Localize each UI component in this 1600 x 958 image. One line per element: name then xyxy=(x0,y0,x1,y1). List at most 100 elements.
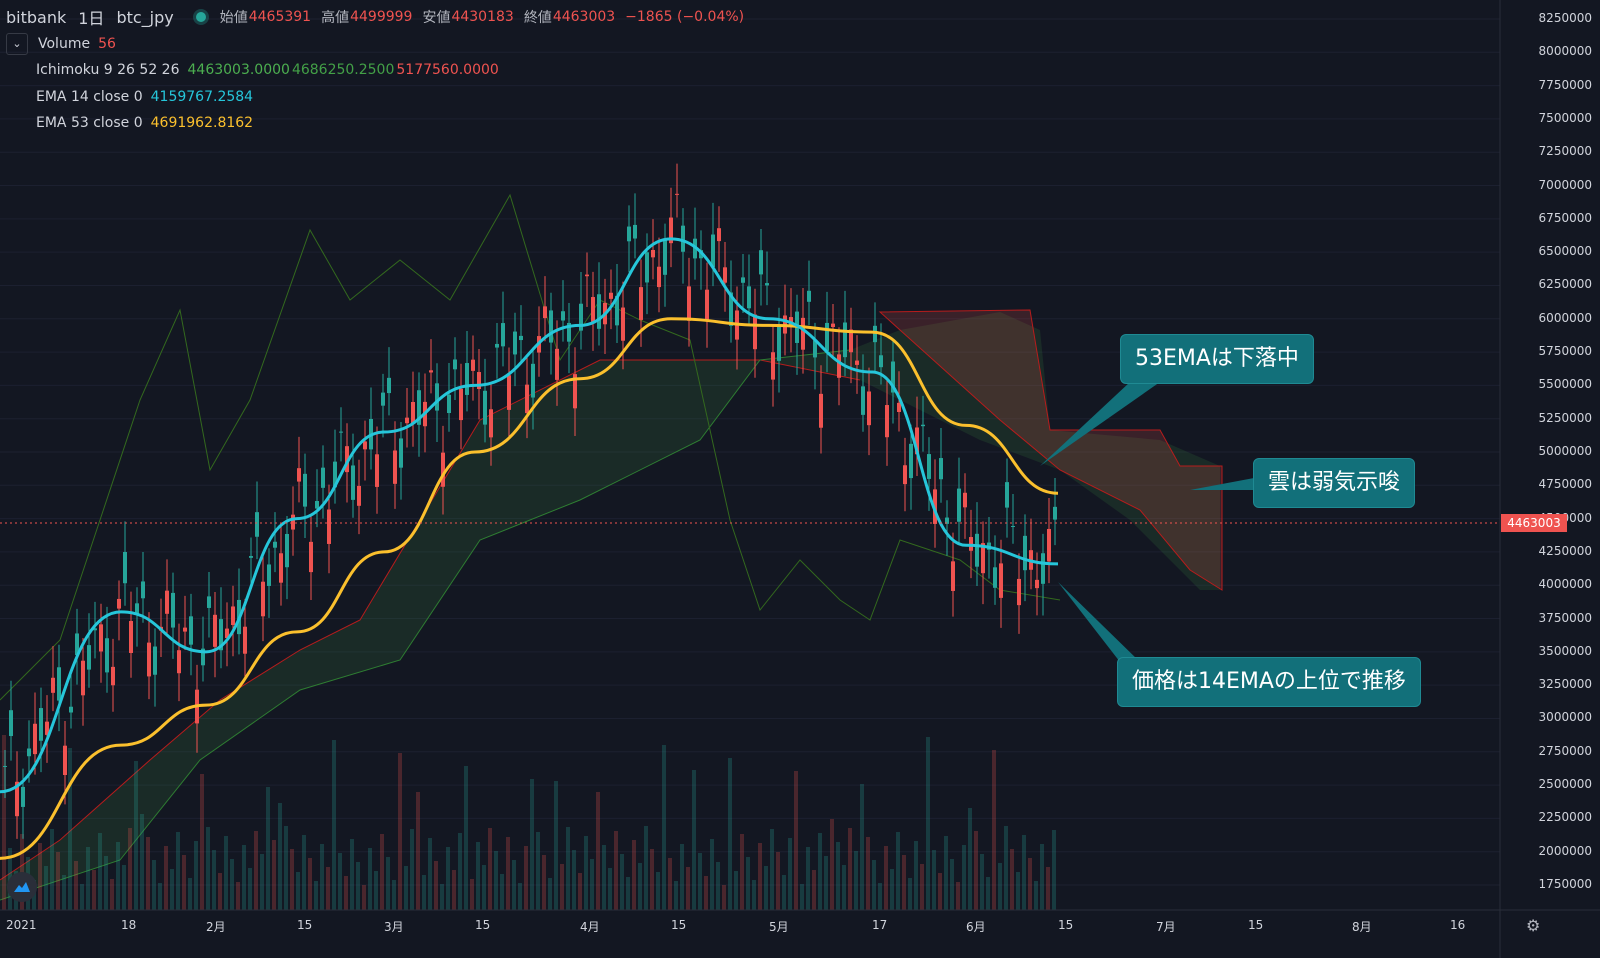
volume-bar xyxy=(890,869,894,910)
candle-body xyxy=(153,646,157,675)
ema53-line xyxy=(0,317,1059,860)
candle-body xyxy=(765,283,769,286)
candle-body xyxy=(447,394,451,414)
symbol-name[interactable]: btc_jpy xyxy=(116,7,174,27)
candle-body xyxy=(711,234,715,268)
candle-body xyxy=(273,541,277,548)
price-axis-label: 5250000 xyxy=(1538,410,1592,425)
volume-bar xyxy=(194,841,198,910)
candle-body xyxy=(645,252,649,283)
volume-bar xyxy=(230,859,234,910)
pointer-cloud xyxy=(1190,478,1254,490)
volume-bar xyxy=(872,860,876,910)
time-axis-label: 7月 xyxy=(1156,920,1176,934)
time-axis-label: 4月 xyxy=(580,920,600,934)
volume-bar xyxy=(686,867,690,910)
volume-bar xyxy=(698,853,702,910)
candle-body xyxy=(213,614,217,647)
volume-bar xyxy=(524,846,528,910)
volume-bar xyxy=(668,858,672,910)
volume-bar xyxy=(788,838,792,910)
volume-bar xyxy=(188,878,192,910)
current-price-badge: 4463003 xyxy=(1501,514,1567,532)
price-axis-label: 2250000 xyxy=(1538,810,1592,825)
volume-bar xyxy=(620,854,624,910)
candle-body xyxy=(303,473,307,507)
volume-bar xyxy=(860,784,864,910)
volume-bar xyxy=(260,854,264,910)
indicator-name: Volume xyxy=(38,35,91,52)
volume-bar xyxy=(404,866,408,910)
senkou-b-line xyxy=(0,359,861,881)
price-axis-label: 5000000 xyxy=(1538,444,1592,458)
candle-body xyxy=(165,590,169,614)
tradingview-logo-icon[interactable] xyxy=(7,872,37,902)
volume-bar xyxy=(602,845,606,910)
volume-bar xyxy=(1004,826,1008,910)
price-axis-label: 8250000 xyxy=(1538,11,1592,25)
volume-bar xyxy=(596,792,600,910)
volume-bar xyxy=(488,828,492,910)
interval-label[interactable]: 1日 xyxy=(78,9,105,29)
volume-bar xyxy=(920,864,924,910)
indicator-name: Ichimoku 9 26 52 26 xyxy=(36,62,180,79)
indicator-name: EMA 14 close 0 xyxy=(36,88,143,105)
candle-body xyxy=(927,454,931,479)
candle-body xyxy=(69,706,73,713)
candle-body xyxy=(39,708,43,741)
gear-icon[interactable]: ⚙ xyxy=(1526,916,1541,935)
volume-bar xyxy=(266,787,270,910)
indicator-value: 4159767.2584 xyxy=(150,88,254,105)
volume-bar xyxy=(986,877,990,910)
chevron-down-icon[interactable]: ⌄ xyxy=(6,32,28,55)
candle-body xyxy=(963,492,967,508)
volume-bar xyxy=(782,875,786,910)
volume-bar xyxy=(224,836,228,910)
candle-body xyxy=(207,596,211,608)
price-axis-label: 1750000 xyxy=(1538,877,1592,891)
candle-body xyxy=(543,306,547,319)
volume-bar xyxy=(296,872,300,910)
volume-bar xyxy=(878,883,882,910)
volume-bar xyxy=(1046,867,1050,910)
time-axis-label: 8月 xyxy=(1352,920,1372,934)
candle-body xyxy=(75,633,79,656)
price-axis-label: 2500000 xyxy=(1538,777,1592,792)
candle-body xyxy=(201,648,205,666)
indicator-row-volume[interactable]: ⌄ Volume 56 xyxy=(6,31,754,58)
volume-bar xyxy=(770,829,774,910)
indicator-row-ema53[interactable]: EMA 53 close 0 4691962.8162 xyxy=(36,110,754,137)
low-label: 安値 xyxy=(422,10,451,27)
price-axis-label: 6500000 xyxy=(1538,244,1592,259)
volume-bar xyxy=(728,758,732,910)
volume-bar xyxy=(458,833,462,910)
volume-bar xyxy=(98,833,102,910)
candle-body xyxy=(267,564,271,586)
volume-bar xyxy=(140,814,144,910)
volume-bar xyxy=(80,884,84,910)
volume-bar xyxy=(242,845,246,910)
open-label: 始値 xyxy=(219,10,248,27)
volume-bar xyxy=(350,839,354,910)
exchange-name[interactable]: bitbank xyxy=(6,7,67,27)
volume-bar xyxy=(830,819,834,910)
candle-body xyxy=(15,781,19,817)
candle-body xyxy=(633,224,637,239)
symbol-row: bitbank 1日 btc_jpy 始値 4465391 高値 4499999… xyxy=(6,4,754,31)
indicator-row-ichimoku[interactable]: Ichimoku 9 26 52 26 4463003.0000 4686250… xyxy=(36,57,754,84)
volume-bar xyxy=(956,882,960,910)
volume-bar xyxy=(512,860,516,910)
volume-bar xyxy=(980,854,984,910)
indicator-row-ema14[interactable]: EMA 14 close 0 4159767.2584 xyxy=(36,84,754,111)
candle-body xyxy=(495,343,499,348)
high-label: 高値 xyxy=(321,10,350,27)
volume-bar xyxy=(896,832,900,910)
candle-body xyxy=(819,393,823,428)
candle-body xyxy=(63,745,67,776)
volume-bar xyxy=(716,862,720,910)
candle-body xyxy=(801,317,805,350)
volume-bar xyxy=(146,837,150,910)
price-axis-label: 5750000 xyxy=(1538,344,1592,359)
volume-bar xyxy=(1010,849,1014,910)
